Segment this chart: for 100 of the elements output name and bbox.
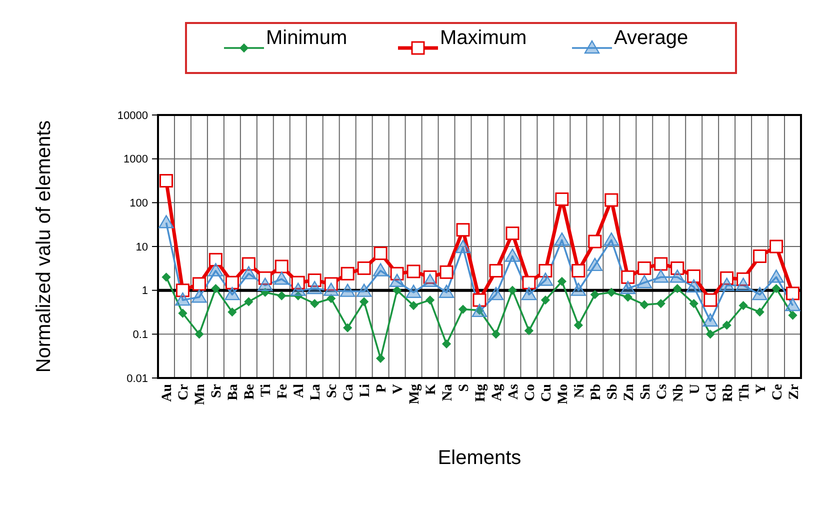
point	[438, 284, 454, 298]
x-tick-label: Cd	[704, 384, 720, 402]
point	[294, 291, 303, 300]
point	[241, 266, 256, 280]
point	[653, 270, 668, 283]
point	[194, 330, 204, 339]
point	[770, 240, 784, 254]
point	[472, 293, 486, 307]
point	[390, 266, 404, 280]
x-tick-label: Na	[440, 384, 456, 402]
point	[458, 304, 468, 314]
point	[640, 300, 649, 310]
point	[472, 304, 488, 318]
x-tick-label: Ni	[572, 384, 588, 398]
point	[357, 261, 371, 275]
point	[307, 280, 322, 294]
x-tick-label: As	[506, 383, 522, 400]
x-tick-label: La	[308, 384, 324, 400]
point	[308, 273, 322, 287]
point	[374, 246, 388, 260]
point	[788, 310, 798, 320]
point	[670, 261, 684, 275]
point	[558, 276, 566, 286]
x-tick-label: Ag	[490, 384, 505, 402]
point	[538, 272, 554, 286]
y-tick-label: 100	[130, 198, 148, 210]
point	[772, 284, 781, 293]
point	[604, 232, 619, 246]
point	[720, 271, 734, 285]
x-tick-label: Mo	[556, 384, 571, 404]
x-tick-label: Au	[160, 384, 176, 402]
point	[755, 308, 764, 316]
x-tick-label: Cr	[176, 384, 192, 400]
point	[636, 275, 652, 288]
x-tick-label: U	[688, 384, 703, 394]
point	[621, 270, 635, 284]
point	[274, 272, 290, 285]
point	[426, 296, 434, 304]
point	[524, 326, 534, 336]
point	[689, 299, 698, 308]
point	[606, 288, 616, 297]
x-tick-label: Mg	[408, 384, 423, 404]
y-tick-label: 10	[136, 241, 148, 254]
point	[541, 296, 550, 304]
x-tick-label: Co	[522, 384, 538, 402]
point	[719, 278, 734, 291]
x-tick-label: Ca	[342, 384, 357, 402]
point	[508, 286, 517, 295]
point	[656, 299, 666, 308]
point	[440, 265, 454, 279]
point	[258, 271, 272, 285]
point	[488, 286, 504, 300]
point	[521, 286, 537, 300]
point	[291, 276, 305, 290]
point	[588, 234, 602, 248]
y-tick-label: 0.01	[126, 372, 148, 385]
point	[786, 286, 800, 300]
point	[620, 280, 636, 294]
x-tick-label: Rb	[720, 384, 736, 402]
x-tick-label: K	[424, 384, 440, 395]
x-tick-label: Hg	[474, 384, 488, 402]
point	[290, 282, 306, 296]
x-tick-label: Pb	[588, 384, 604, 400]
point	[208, 252, 222, 266]
point	[736, 272, 750, 286]
point	[340, 284, 356, 297]
point	[455, 240, 471, 254]
point	[326, 294, 336, 303]
x-tick-label: Ti	[259, 384, 274, 397]
point	[522, 276, 536, 290]
point	[409, 301, 418, 310]
point	[604, 193, 618, 207]
x-tick-label: Fe	[276, 384, 291, 399]
y-tick-label: 10000	[117, 110, 148, 122]
point	[570, 282, 586, 296]
point	[554, 232, 570, 246]
point	[670, 270, 685, 283]
x-tick-label: Sb	[605, 384, 620, 400]
point	[178, 308, 188, 318]
point	[785, 298, 800, 312]
x-tick-label: Cs	[654, 383, 670, 400]
point	[372, 263, 388, 276]
point	[623, 292, 632, 302]
point	[489, 264, 503, 278]
point	[672, 284, 682, 293]
point	[360, 297, 368, 306]
point	[176, 284, 190, 298]
point	[258, 278, 273, 291]
point	[738, 301, 748, 310]
point	[654, 257, 668, 271]
x-tick-label: Th	[737, 384, 752, 402]
y-tick-label: 0.1	[132, 329, 148, 342]
point	[506, 226, 520, 240]
x-axis-title: Elements	[438, 447, 522, 469]
point	[587, 258, 603, 272]
point	[244, 297, 254, 306]
point	[638, 261, 652, 275]
x-tick-label: Ce	[770, 384, 786, 400]
x-tick-label: Sc	[325, 384, 340, 398]
point	[159, 174, 173, 188]
